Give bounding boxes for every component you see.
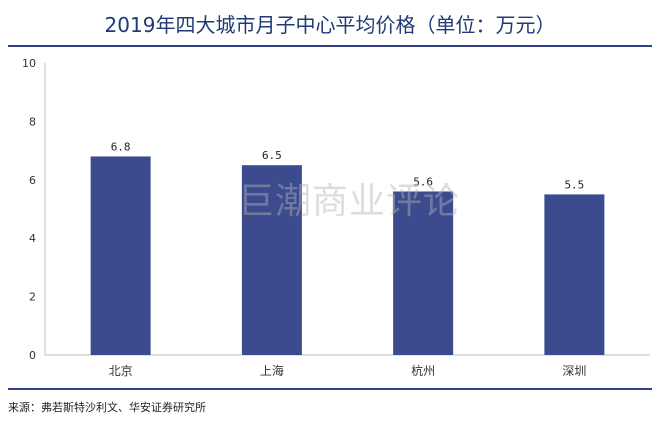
y-tick-label: 4 <box>29 232 36 245</box>
y-tick-label: 2 <box>29 291 36 304</box>
y-tick-label: 10 <box>22 57 36 70</box>
data-label: 6.5 <box>262 149 282 162</box>
bar-北京 <box>90 156 151 355</box>
x-tick-label: 杭州 <box>411 363 435 378</box>
y-tick-label: 8 <box>29 115 36 128</box>
data-label: 6.8 <box>111 140 131 153</box>
x-tick-label: 深圳 <box>562 364 586 378</box>
bar-上海 <box>241 165 302 355</box>
bar-杭州 <box>393 191 454 355</box>
source-rule <box>8 388 652 390</box>
watermark: 巨潮商业评论 <box>238 181 461 222</box>
data-label: 5.6 <box>413 175 433 188</box>
x-tick-label: 上海 <box>260 363 284 378</box>
y-tick-label: 6 <box>29 174 36 187</box>
bar-深圳 <box>544 194 605 355</box>
data-label: 5.5 <box>564 178 584 191</box>
y-tick-label: 0 <box>29 349 36 362</box>
bar-chart: 0 2 4 6 8 10 6.8 北京 6.5 上海 5.6 杭州 5.5 深圳 <box>22 57 650 378</box>
source-note: 来源：弗若斯特沙利文、华安证券研究所 <box>8 401 206 414</box>
chart-title: 2019年四大城市月子中心平均价格（单位：万元） <box>104 13 556 37</box>
title-rule <box>8 45 652 47</box>
x-tick-label: 北京 <box>109 364 133 378</box>
